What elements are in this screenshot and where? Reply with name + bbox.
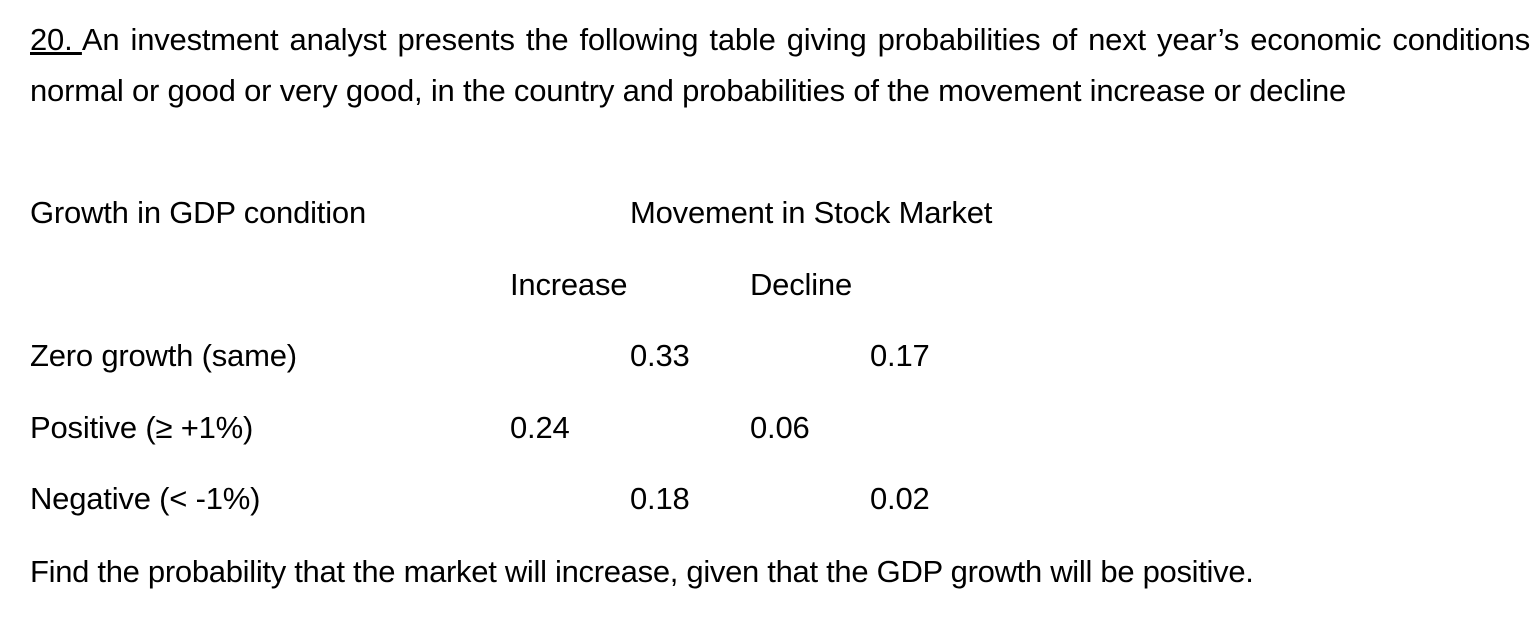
row-label-negative: Negative (< -1%) — [30, 481, 261, 516]
table-group-header: Movement in Stock Market — [630, 195, 993, 230]
question-prompt: Find the probability that the market wil… — [30, 554, 1254, 589]
question-paragraph: 20. An investment analyst presents the f… — [30, 14, 1530, 116]
column-header-increase: Increase — [510, 267, 628, 302]
question-number: 20. — [30, 22, 82, 57]
row-label-zero-growth: Zero growth (same) — [30, 338, 297, 373]
table-row-header: Growth in GDP condition — [30, 195, 366, 230]
cell-zero-growth-decline: 0.17 — [870, 338, 930, 373]
cell-positive-increase: 0.24 — [510, 410, 570, 445]
cell-zero-growth-increase: 0.33 — [630, 338, 690, 373]
cell-negative-increase: 0.18 — [630, 481, 690, 516]
cell-positive-decline: 0.06 — [750, 410, 810, 445]
row-label-positive: Positive (≥ +1%) — [30, 410, 254, 445]
column-header-decline: Decline — [750, 267, 852, 302]
cell-negative-decline: 0.02 — [870, 481, 930, 516]
question-text: An investment analyst presents the follo… — [30, 22, 1530, 108]
